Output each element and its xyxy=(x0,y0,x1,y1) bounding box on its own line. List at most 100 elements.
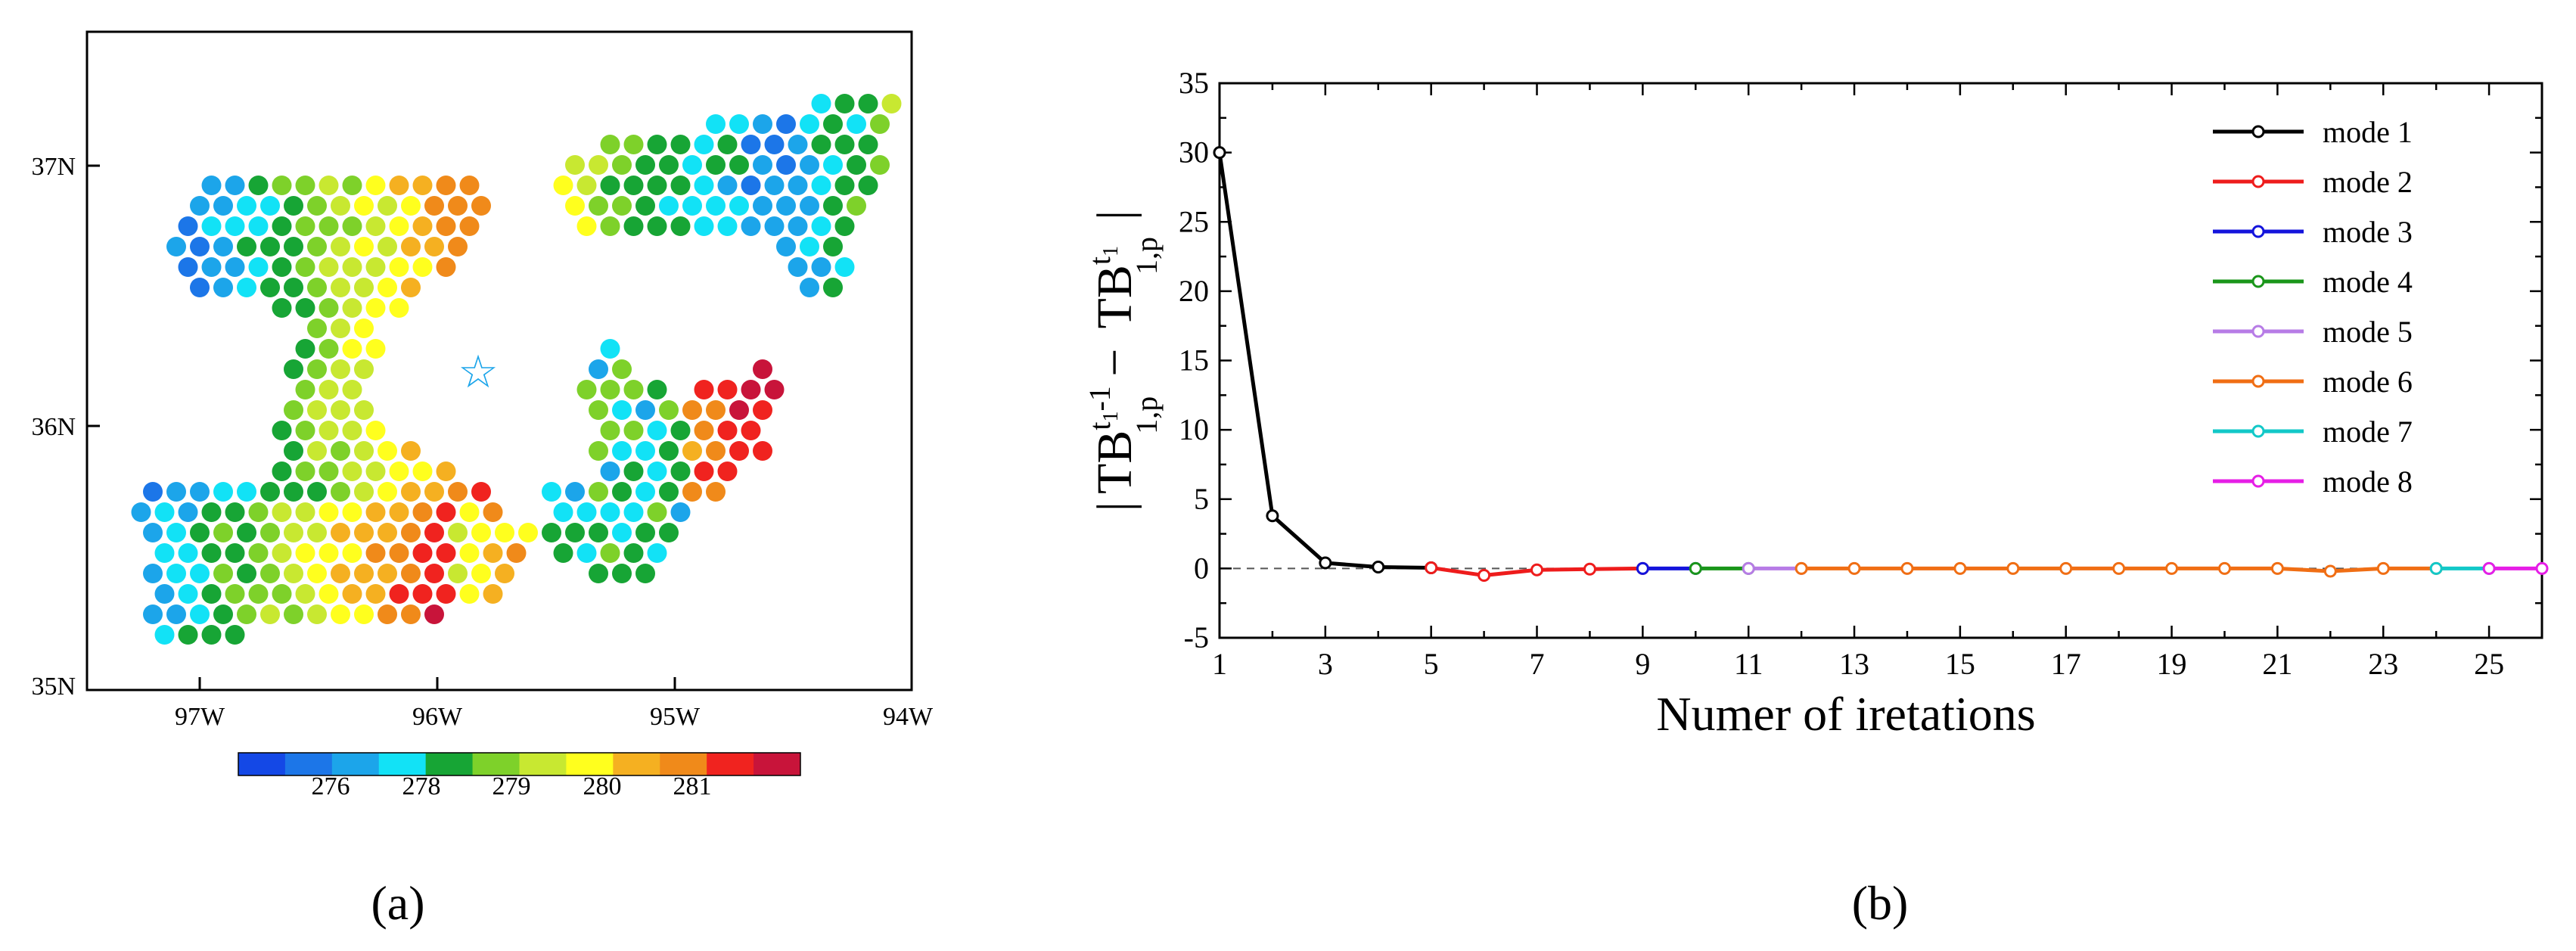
colorbar-label: 279 xyxy=(493,772,531,800)
footprint-dot xyxy=(401,564,421,583)
xtick-label: 11 xyxy=(1734,647,1763,681)
colorbar-label: 280 xyxy=(583,772,622,800)
footprint-dot xyxy=(647,462,667,481)
footprint-dot xyxy=(436,543,456,563)
footprint-dot xyxy=(682,482,702,502)
colorbar xyxy=(238,752,801,776)
footprint-dot xyxy=(612,196,632,216)
footprint-dot xyxy=(635,482,655,502)
footprint-dot xyxy=(717,380,738,399)
footprint-dot xyxy=(600,135,620,154)
footprint-dot xyxy=(295,421,315,440)
footprint-dot xyxy=(635,196,655,216)
footprint-dot xyxy=(424,237,444,256)
footprint-dot xyxy=(776,114,796,134)
footprint-dot xyxy=(448,482,468,502)
footprint-dot xyxy=(378,441,397,461)
footprint-dot xyxy=(788,216,808,236)
footprint-dot xyxy=(190,564,210,583)
footprint-dot xyxy=(576,502,597,522)
footprint-dot xyxy=(448,237,468,256)
footprint-dot xyxy=(307,196,327,216)
series-point xyxy=(2323,564,2337,578)
footprint-dot xyxy=(623,421,644,440)
footprint-dot xyxy=(647,216,667,236)
series-point xyxy=(1742,561,1755,575)
footprint-dot xyxy=(424,564,444,583)
ytick-label: 35 xyxy=(1179,66,1209,100)
footprint-dot xyxy=(729,400,749,420)
colorbar-swatch xyxy=(331,753,380,775)
series-point xyxy=(2270,561,2284,575)
legend-marker xyxy=(2251,374,2265,388)
footprint-dot xyxy=(495,564,514,583)
footprint-dot xyxy=(389,298,409,318)
footprint-dot xyxy=(307,319,327,338)
footprint-dot xyxy=(354,319,374,338)
footprint-dot xyxy=(834,257,855,277)
xtick-label: 21 xyxy=(2262,647,2292,681)
colorbar-swatch xyxy=(425,753,474,775)
footprint-dot xyxy=(682,400,702,420)
legend-marker xyxy=(2251,225,2265,238)
footprint-dot xyxy=(307,278,327,297)
footprint-dot xyxy=(260,237,280,256)
footprint-dot xyxy=(600,339,620,359)
series-point xyxy=(1530,563,1544,577)
footprint-dot xyxy=(647,502,667,522)
series-point xyxy=(2112,561,2126,575)
footprint-dot xyxy=(154,584,175,604)
footprint-dot xyxy=(190,482,210,502)
colorbar-swatch xyxy=(566,753,614,775)
footprint-dot xyxy=(237,237,256,256)
footprint-dot xyxy=(600,462,620,481)
footprint-dot xyxy=(307,604,327,624)
footprint-dot xyxy=(741,135,761,154)
colorbar-swatch xyxy=(613,753,660,775)
footprint-dot xyxy=(635,441,655,461)
footprint-dot xyxy=(542,482,561,502)
footprint-dot xyxy=(143,482,163,502)
footprint-dot xyxy=(800,155,819,175)
footprint-dot xyxy=(178,625,198,645)
footprint-dot xyxy=(389,216,409,236)
footprint-dot xyxy=(753,114,772,134)
footprint-dot xyxy=(213,237,233,256)
footprint-dot xyxy=(190,604,210,624)
footprint-dot xyxy=(753,196,772,216)
footprint-dot xyxy=(623,543,644,563)
xtick-label: 1 xyxy=(1212,647,1227,681)
colorbar-swatch xyxy=(519,753,567,775)
series-point xyxy=(2376,561,2390,575)
footprint-dot xyxy=(623,135,644,154)
ytick-label: 30 xyxy=(1179,135,1209,169)
footprint-dot xyxy=(284,564,303,583)
footprint-dot xyxy=(166,482,186,502)
xtick-label: 15 xyxy=(1945,647,1975,681)
series-point xyxy=(1213,146,1226,160)
footprint-dot xyxy=(378,523,397,542)
footprint-dot xyxy=(717,462,738,481)
footprint-dot xyxy=(565,482,585,502)
footprint-dot xyxy=(659,523,679,542)
y-label-bar: | xyxy=(1087,210,1142,220)
footprint-dot xyxy=(143,523,163,542)
footprint-dot xyxy=(600,216,620,236)
footprint-dot xyxy=(506,543,527,563)
footprint-dot xyxy=(225,257,245,277)
footprint-dot xyxy=(284,523,303,542)
footprint-dot xyxy=(729,155,749,175)
footprint-dot xyxy=(272,421,292,440)
footprint-dot xyxy=(131,502,151,522)
footprint-dot xyxy=(823,114,843,134)
footprint-dot xyxy=(401,278,421,297)
footprint-dot xyxy=(647,135,667,154)
footprint-dot xyxy=(342,257,362,277)
footprint-dot xyxy=(378,604,397,624)
footprint-dot xyxy=(154,543,175,563)
footprint-dot xyxy=(272,176,292,195)
footprint-dot xyxy=(589,359,608,379)
footprint-dot xyxy=(600,502,620,522)
footprint-dot xyxy=(694,380,714,399)
footprint-dot xyxy=(576,380,597,399)
